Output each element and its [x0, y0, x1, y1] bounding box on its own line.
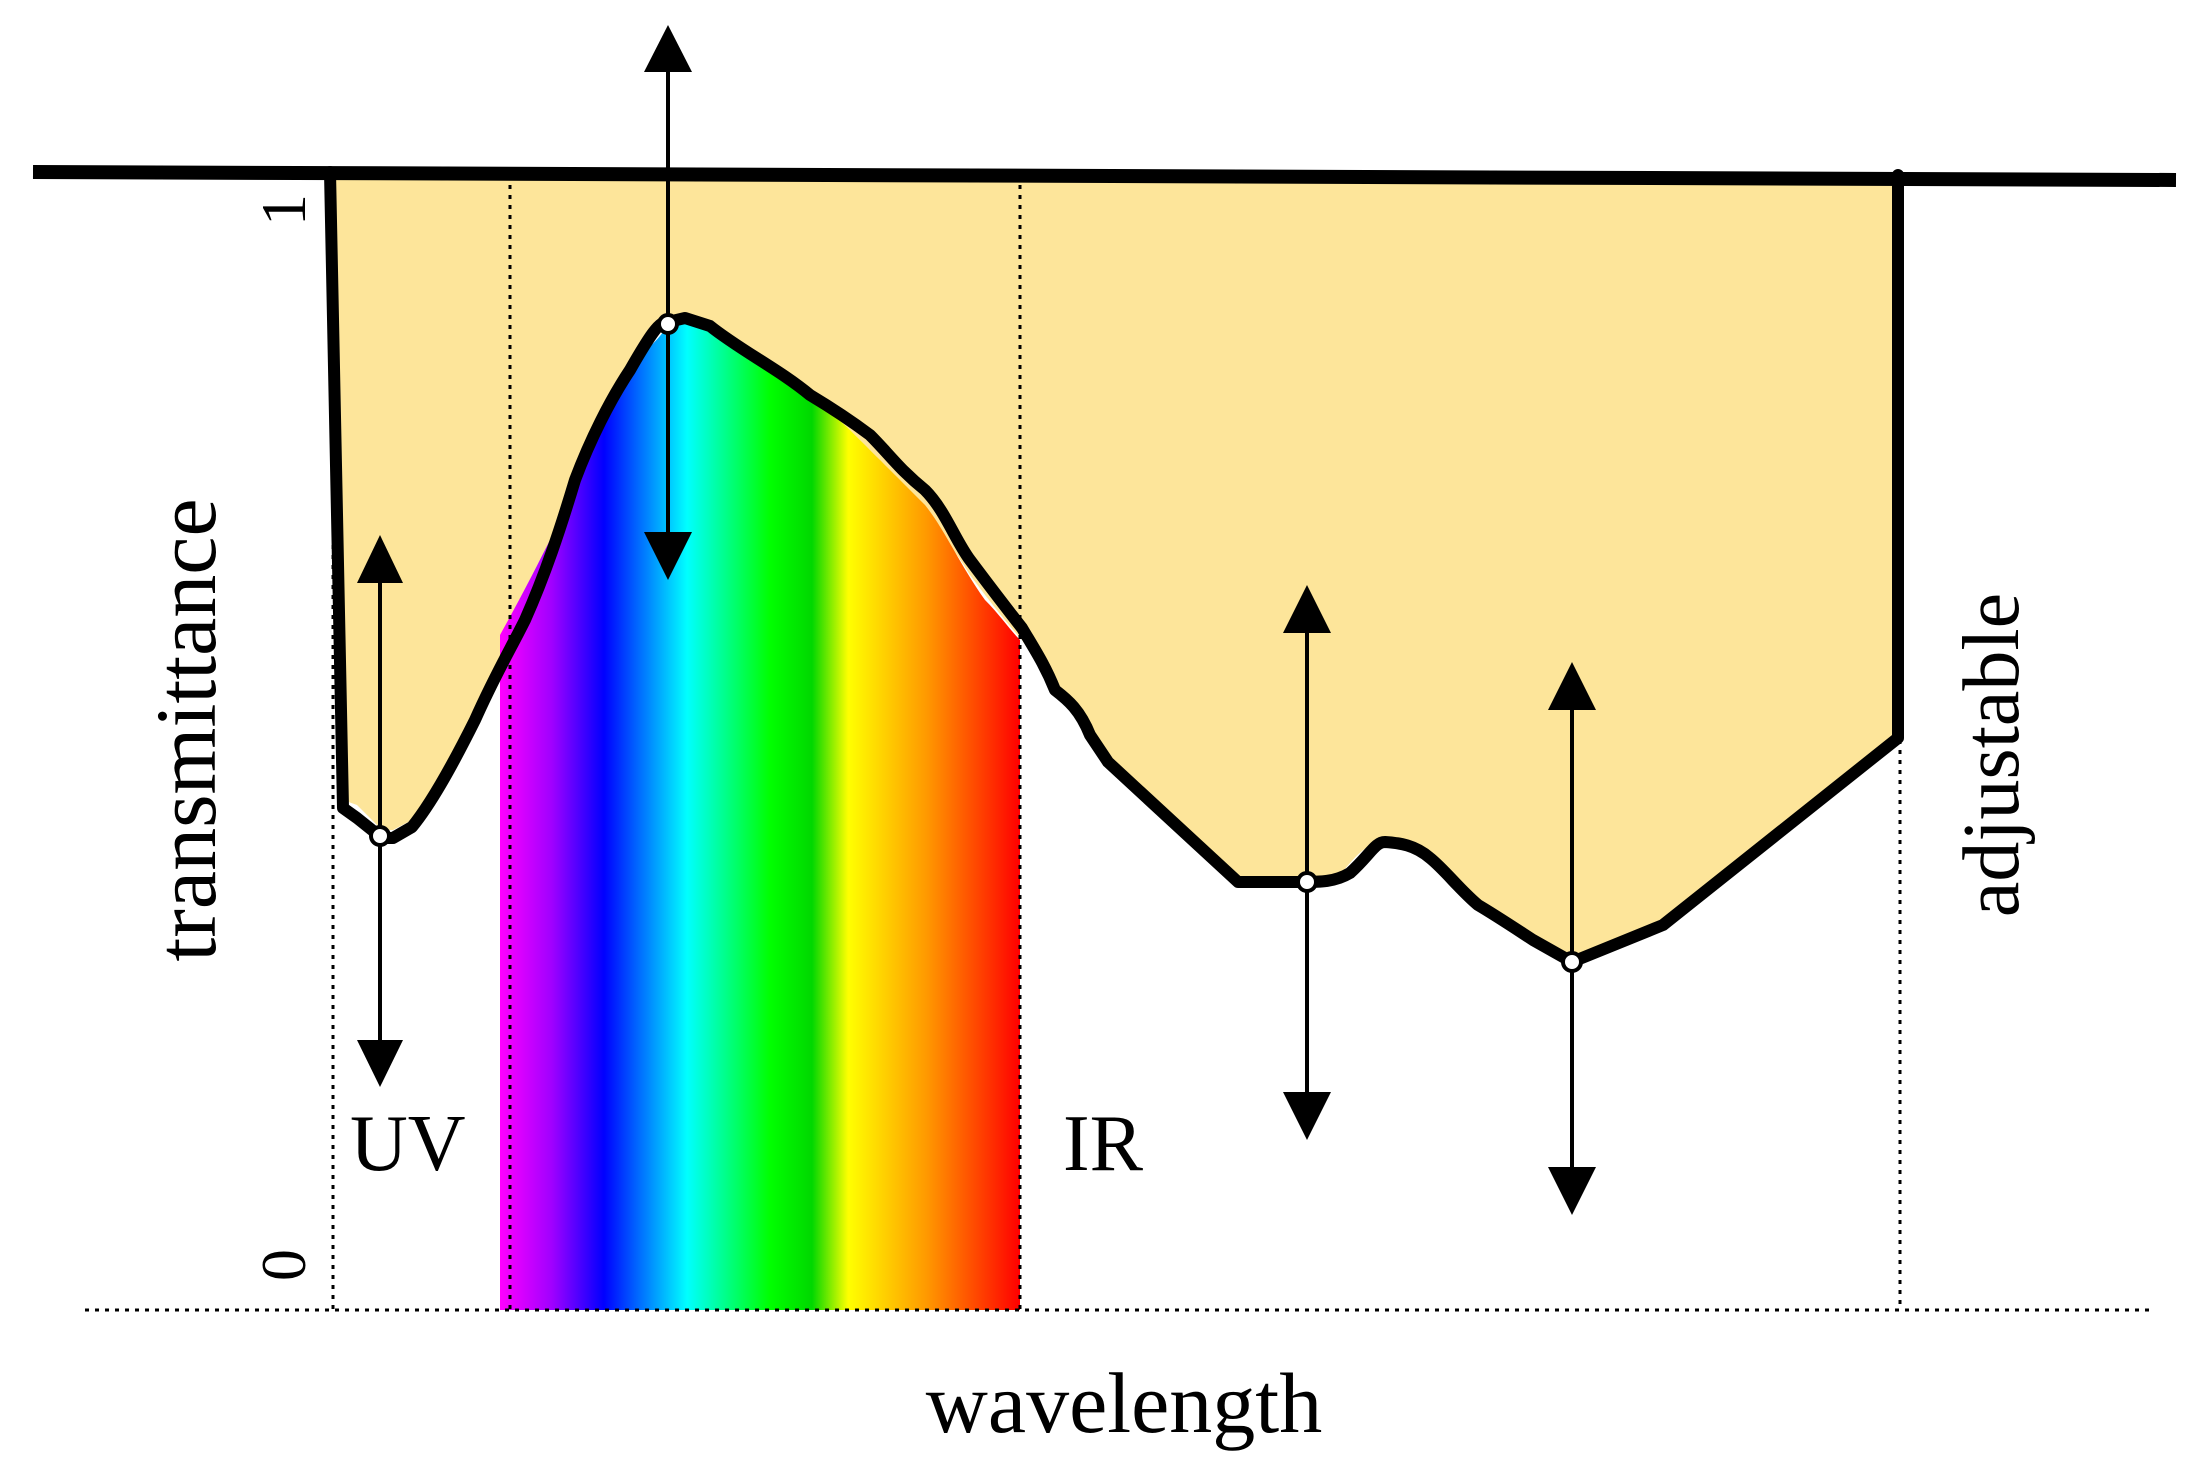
control-points [369, 313, 1583, 973]
control-point-icon[interactable] [657, 313, 679, 335]
y-tick-bottom: 0 [248, 1249, 319, 1281]
double-headed-arrow-icon[interactable] [357, 535, 403, 1087]
control-point-icon[interactable] [369, 825, 391, 847]
adjustable-label: adjustable [1948, 593, 2036, 917]
uv-label: UV [350, 1100, 466, 1188]
adjust-arrows [357, 25, 1596, 1215]
double-headed-arrow-icon[interactable] [644, 25, 692, 580]
control-point-icon[interactable] [1296, 871, 1318, 893]
double-headed-arrow-icon[interactable] [1283, 585, 1331, 1140]
ir-label: IR [1063, 1100, 1144, 1188]
transmittance-curve [324, 166, 1904, 968]
y-axis-label: transmittance [138, 498, 234, 961]
double-headed-arrow-icon[interactable] [1548, 662, 1596, 1215]
transmittance-fill [330, 172, 1898, 962]
x-axis-label: wavelength [926, 1355, 1322, 1451]
y-tick-top: 1 [248, 194, 319, 226]
control-point-icon[interactable] [1561, 951, 1583, 973]
top-line [32, 165, 2177, 187]
